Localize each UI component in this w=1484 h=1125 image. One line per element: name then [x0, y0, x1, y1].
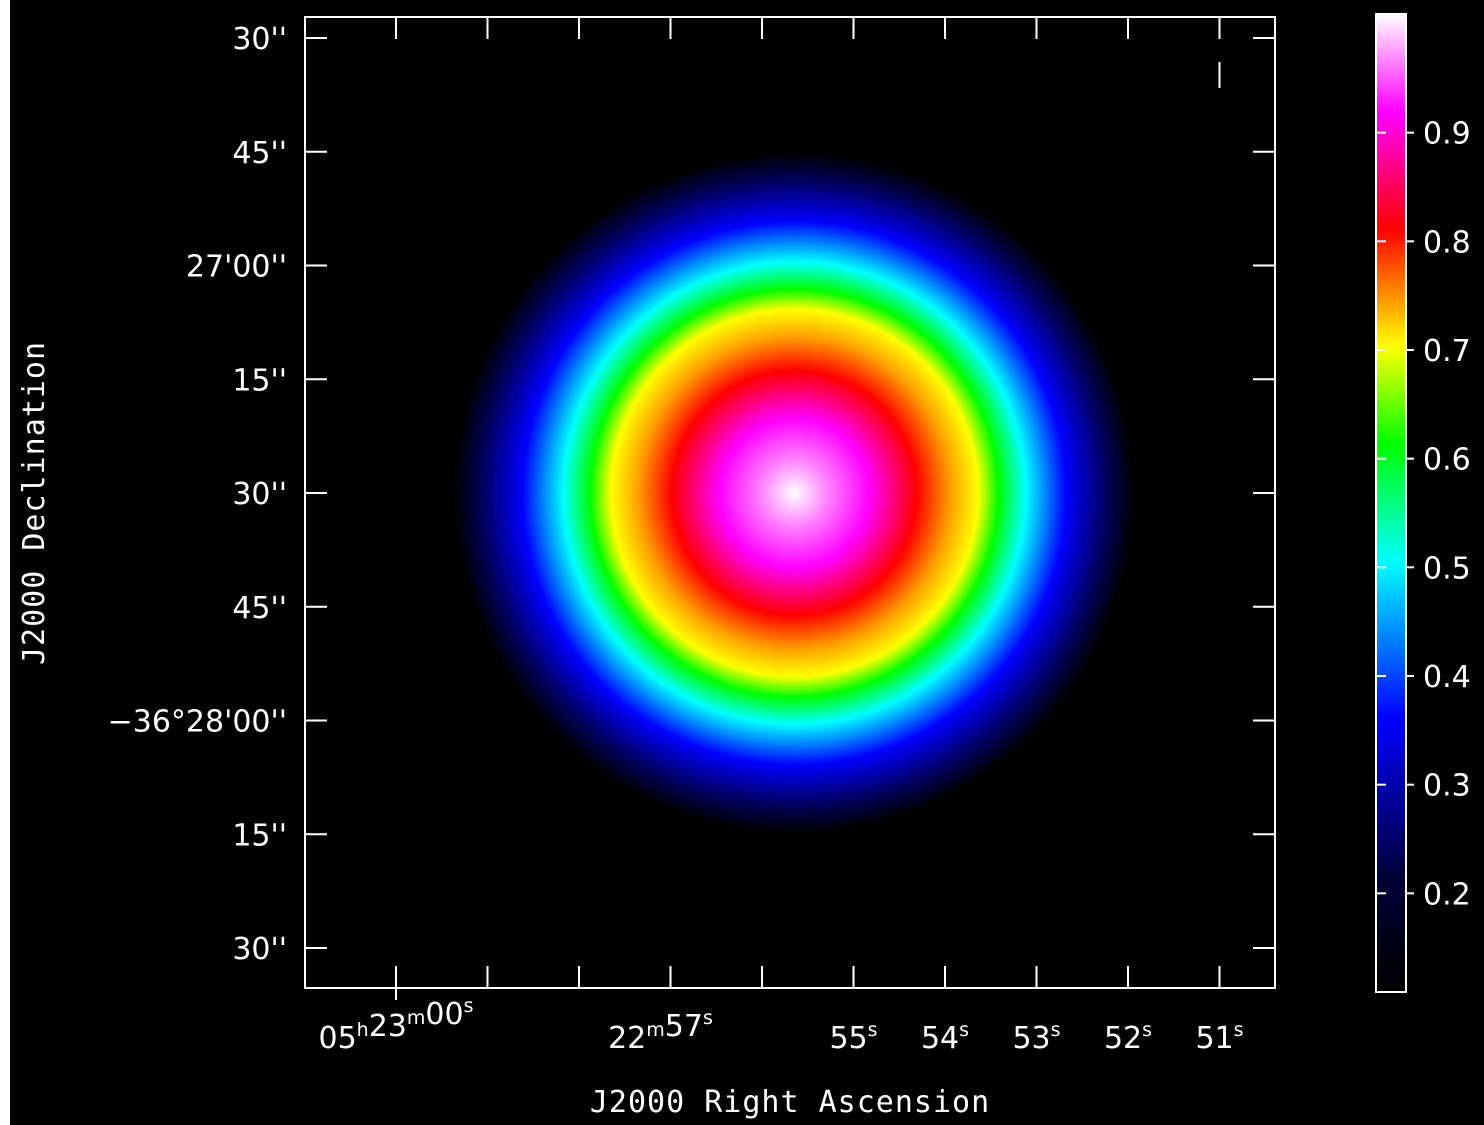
- x-tick-label: 51s: [1195, 1019, 1243, 1056]
- axes-layer: [304, 16, 1276, 1000]
- colorbar-tick-label: 0.5: [1423, 551, 1471, 586]
- colorbar: [1375, 13, 1407, 993]
- colorbar-tick-label: 0.7: [1423, 334, 1471, 369]
- y-tick-label: 27'00'': [186, 250, 287, 285]
- x-tick-label: 55s: [829, 1019, 877, 1056]
- plot-border: [304, 16, 1276, 989]
- y-tick-labels: 30'' 45'' 27'00'' 15'' 30'' 45'' −36°28'00'' 15…: [108, 22, 287, 967]
- colorbar-tick-label: 0.6: [1423, 443, 1471, 478]
- colorbar-tick-label: 0.2: [1423, 877, 1471, 912]
- x-tick-labels: 05h23m00s 22m57s 55s 54s 53s 52s 51s: [318, 995, 1243, 1056]
- y-tick-label: 45'': [232, 136, 287, 171]
- colorbar-tick-label: 0.3: [1423, 769, 1471, 804]
- colorbar-tick-label: 0.9: [1423, 117, 1471, 152]
- x-tick-label: 53s: [1012, 1019, 1060, 1056]
- y-tick-label: 15'': [232, 818, 287, 853]
- y-tick-label: 15'': [232, 363, 287, 398]
- y-tick-label: 45'': [232, 591, 287, 626]
- y-axis-label: J2000 Declination: [17, 341, 52, 665]
- x-axis-label: J2000 Right Ascension: [590, 1085, 990, 1120]
- plot-frame: 05h23m00s 22m57s 55s 54s 53s 52s 51s 30'' 45'' 2…: [10, 0, 1484, 1125]
- y-tick-label: 30'': [232, 22, 287, 57]
- colorbar-ticks: 0.9 0.8 0.7 0.6 0.5 0.4 0.3 0.2: [1376, 117, 1471, 912]
- y-tick-label: −36°28'00'': [108, 705, 287, 740]
- x-tick-label: 52s: [1104, 1019, 1152, 1056]
- x-tick-label: 22m57s: [608, 1007, 713, 1056]
- colorbar-tick-label: 0.4: [1423, 660, 1471, 695]
- image-layer: [305, 17, 1275, 988]
- chart-svg: 05h23m00s 22m57s 55s 54s 53s 52s 51s 30'' 45'' 2…: [17, 13, 1471, 1120]
- y-tick-label: 30'': [232, 477, 287, 512]
- source-emission: [454, 153, 1135, 833]
- x-tick-label: 54s: [921, 1019, 969, 1056]
- y-tick-label: 30'': [232, 932, 287, 967]
- x-tick-label: 05h23m00s: [318, 995, 473, 1056]
- colorbar-tick-label: 0.8: [1423, 225, 1471, 260]
